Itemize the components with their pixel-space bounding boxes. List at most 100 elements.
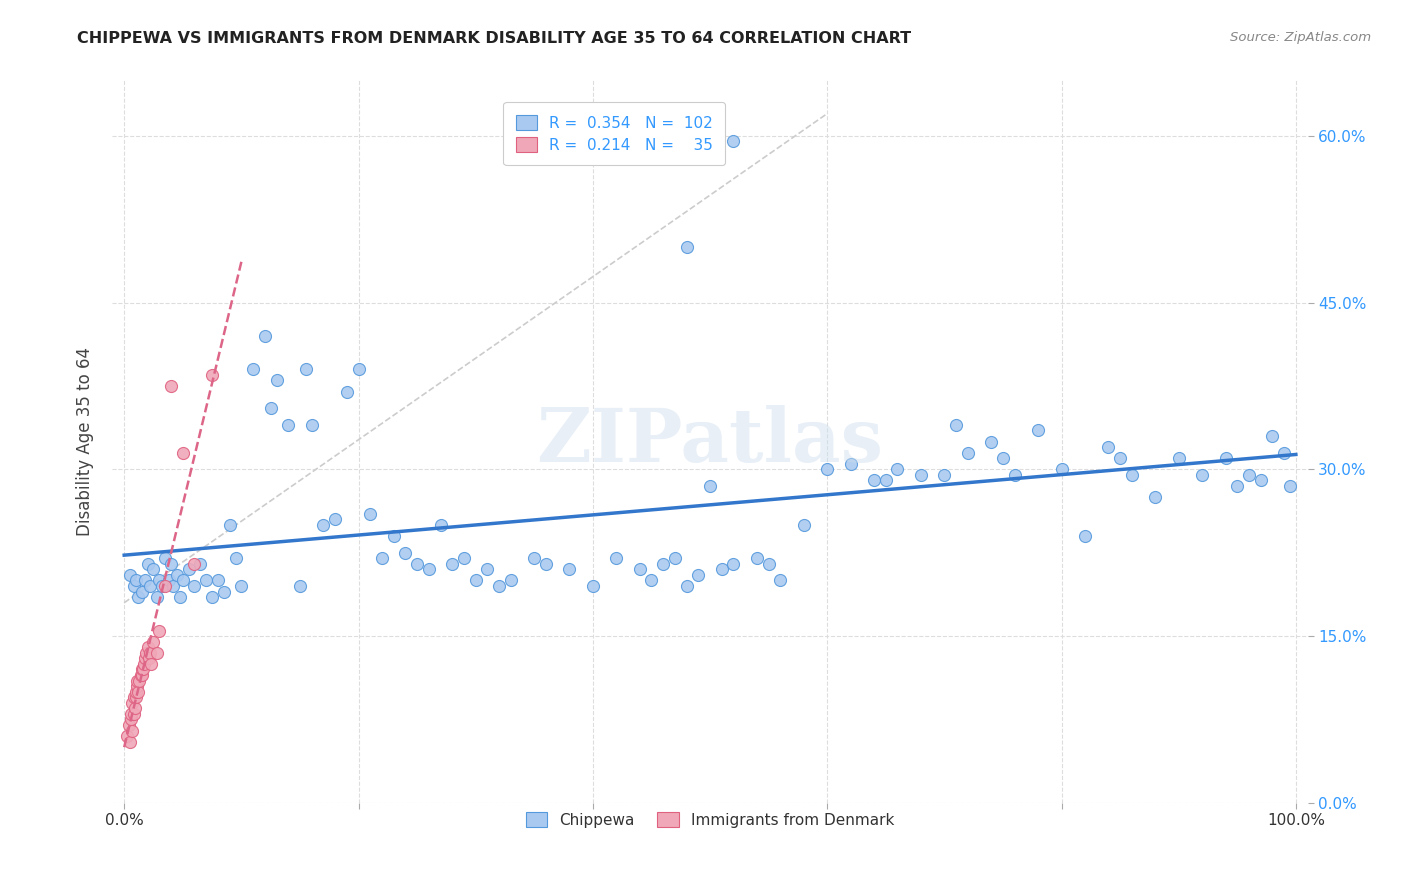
Point	[166, 568, 188, 582]
Point	[429, 517, 451, 532]
Point	[115, 729, 138, 743]
Point	[1144, 490, 1167, 504]
Point	[910, 467, 932, 482]
Point	[745, 551, 768, 566]
Point	[253, 329, 276, 343]
Point	[218, 517, 240, 532]
Point	[605, 551, 627, 566]
Point	[146, 590, 169, 604]
Text: Source: ZipAtlas.com: Source: ZipAtlas.com	[1230, 31, 1371, 45]
Point	[499, 574, 522, 588]
Point	[534, 557, 557, 571]
Point	[453, 551, 475, 566]
Point	[1250, 474, 1272, 488]
Point	[793, 517, 815, 532]
Point	[139, 646, 162, 660]
Point	[225, 551, 247, 566]
Point	[134, 574, 156, 588]
Point	[815, 462, 838, 476]
Point	[155, 551, 177, 566]
Text: CHIPPEWA VS IMMIGRANTS FROM DENMARK DISABILITY AGE 35 TO 64 CORRELATION CHART: CHIPPEWA VS IMMIGRANTS FROM DENMARK DISA…	[77, 31, 911, 46]
Point	[242, 362, 264, 376]
Point	[1279, 479, 1302, 493]
Point	[148, 574, 170, 588]
Point	[1074, 529, 1097, 543]
Point	[148, 624, 170, 638]
Point	[628, 562, 651, 576]
Point	[160, 379, 183, 393]
Point	[464, 574, 486, 588]
Point	[347, 362, 370, 376]
Point	[150, 579, 173, 593]
Point	[863, 474, 886, 488]
Point	[118, 718, 141, 732]
Point	[122, 690, 145, 705]
Point	[1261, 429, 1284, 443]
Point	[991, 451, 1014, 466]
Point	[394, 546, 416, 560]
Point	[675, 579, 697, 593]
Point	[231, 579, 253, 593]
Point	[295, 362, 318, 376]
Point	[288, 579, 311, 593]
Point	[169, 590, 191, 604]
Point	[359, 507, 381, 521]
Y-axis label: Disability Age 35 to 64: Disability Age 35 to 64	[76, 347, 94, 536]
Point	[277, 417, 299, 432]
Point	[136, 640, 159, 655]
Point	[127, 673, 149, 688]
Point	[441, 557, 464, 571]
Point	[125, 684, 148, 698]
Point	[172, 574, 194, 588]
Point	[769, 574, 792, 588]
Point	[1237, 467, 1260, 482]
Point	[132, 657, 156, 671]
Point	[886, 462, 908, 476]
Point	[131, 584, 153, 599]
Point	[675, 240, 697, 254]
Text: ZIPatlas: ZIPatlas	[537, 405, 883, 478]
Point	[172, 445, 194, 459]
Point	[839, 457, 862, 471]
Point	[723, 135, 745, 149]
Point	[1226, 479, 1249, 493]
Point	[758, 557, 780, 571]
Point	[201, 590, 224, 604]
Point	[124, 701, 146, 715]
Point	[336, 384, 359, 399]
Point	[1026, 424, 1049, 438]
Point	[523, 551, 546, 566]
Point	[121, 723, 143, 738]
Point	[312, 517, 335, 532]
Point	[1050, 462, 1073, 476]
Point	[371, 551, 394, 566]
Legend: Chippewa, Immigrants from Denmark: Chippewa, Immigrants from Denmark	[515, 801, 905, 838]
Point	[125, 574, 148, 588]
Point	[162, 579, 184, 593]
Point	[136, 557, 159, 571]
Point	[122, 706, 145, 721]
Point	[195, 574, 218, 588]
Point	[183, 557, 205, 571]
Point	[138, 651, 160, 665]
Point	[207, 574, 229, 588]
Point	[710, 562, 733, 576]
Point	[582, 579, 605, 593]
Point	[260, 401, 283, 416]
Point	[1109, 451, 1132, 466]
Point	[266, 373, 288, 387]
Point	[134, 651, 156, 665]
Point	[120, 734, 141, 748]
Point	[142, 562, 165, 576]
Point	[640, 574, 662, 588]
Point	[488, 579, 510, 593]
Point	[1272, 445, 1295, 459]
Point	[1215, 451, 1237, 466]
Point	[131, 662, 153, 676]
Point	[157, 574, 180, 588]
Point	[1097, 440, 1119, 454]
Point	[323, 512, 346, 526]
Point	[1121, 467, 1143, 482]
Point	[128, 673, 150, 688]
Point	[155, 579, 177, 593]
